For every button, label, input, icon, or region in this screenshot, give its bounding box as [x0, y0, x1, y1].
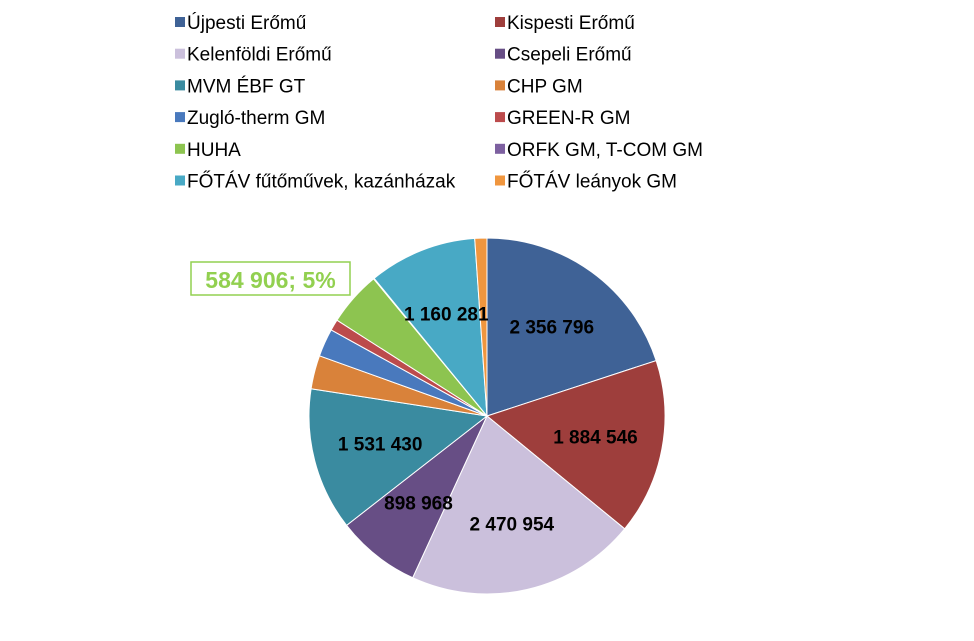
data-label-csepeli-eromu: 898 968 — [384, 494, 453, 515]
data-label-kispesti-eromu: 1 884 546 — [553, 427, 638, 448]
legend-swatch — [495, 143, 505, 154]
legend-swatch — [175, 80, 185, 91]
legend-item-ujpesti-eromu: Újpesti Erőmű — [175, 12, 306, 34]
legend-item-mvm-ebf-gt: MVM ÉBF GT — [175, 76, 306, 97]
legend-label: Kelenföldi Erőmű — [187, 45, 332, 66]
legend-item-fotav-leanyok-gm: FŐTÁV leányok GM — [495, 171, 677, 193]
legend-label: Zugló-therm GM — [187, 108, 325, 129]
pie-slice-kelenfoldi-eromu — [412, 415, 626, 595]
legend-label: Újpesti Erőmű — [187, 12, 306, 34]
legend-label: Kispesti Erőmű — [507, 13, 635, 34]
data-labels: 2 356 796 1 884 546 2 470 954 898 968 1 531 … — [338, 304, 638, 535]
legend-item-orfk-gm-t-com-gm: ORFK GM, T-COM GM — [495, 140, 703, 161]
legend-swatch — [175, 175, 185, 186]
legend-label: Csepeli Erőmű — [507, 45, 632, 66]
legend-item-chp-gm: CHP GM — [495, 76, 583, 97]
data-label-mvm-ebf-gt: 1 531 430 — [338, 435, 423, 456]
legend-swatch — [175, 48, 185, 59]
data-label-fotav-futomuvek-kazanhazak: 1 160 281 — [404, 304, 489, 325]
legend-swatch — [495, 48, 505, 59]
callout-label: 584 906; 5% — [205, 267, 335, 293]
legend-swatch — [175, 17, 185, 27]
legend-item-zuglo-therm-gm: Zugló-therm GM — [175, 108, 325, 129]
pie-slice-mvm-ebf-gt — [308, 388, 489, 527]
legend-label: FŐTÁV fűtőművek, kazánházak — [187, 171, 456, 193]
legend-item-kispesti-eromu: Kispesti Erőmű — [495, 13, 635, 34]
legend-swatch — [175, 143, 185, 154]
legend-label: FŐTÁV leányok GM — [507, 171, 677, 193]
pie-slice-kispesti-eromu — [485, 359, 666, 530]
legend-swatch — [495, 175, 505, 186]
legend-item-huha: HUHA — [175, 140, 241, 161]
legend-swatch — [495, 17, 505, 27]
legend-item-kelenfoldi-eromu: Kelenföldi Erőmű — [175, 45, 332, 66]
pie-slices — [308, 237, 666, 595]
legend-item-csepeli-eromu: Csepeli Erőmű — [495, 45, 632, 66]
legend-label: ORFK GM, T-COM GM — [507, 140, 703, 161]
legend-swatch — [495, 112, 505, 123]
callout: 584 906; 5% — [190, 261, 351, 296]
pie-slice-fotav-leanyok-gm — [474, 237, 488, 417]
legend-swatch — [495, 80, 505, 91]
data-label-ujpesti-eromu: 2 356 796 — [509, 318, 594, 339]
pie-slice-fotav-futomuvek-kazanhazak — [373, 237, 488, 418]
legend-label: GREEN-R GM — [507, 108, 631, 129]
legend-swatch — [175, 112, 185, 123]
legend-label: MVM ÉBF GT — [187, 76, 306, 97]
legend-item-fotav-futomuvek-kazanhazak: FŐTÁV fűtőművek, kazánházak — [175, 171, 456, 193]
data-label-kelenfoldi-eromu: 2 470 954 — [470, 515, 555, 536]
legend-label: HUHA — [187, 140, 241, 161]
callout-box — [190, 261, 351, 296]
legend-label: CHP GM — [507, 76, 583, 97]
legend-item-green-r-gm: GREEN-R GM — [495, 108, 631, 129]
legend: Újpesti Erőmű Kispesti Erőmű Kelenföldi Er… — [175, 12, 703, 193]
pie-slice-ujpesti-eromu — [486, 237, 657, 417]
